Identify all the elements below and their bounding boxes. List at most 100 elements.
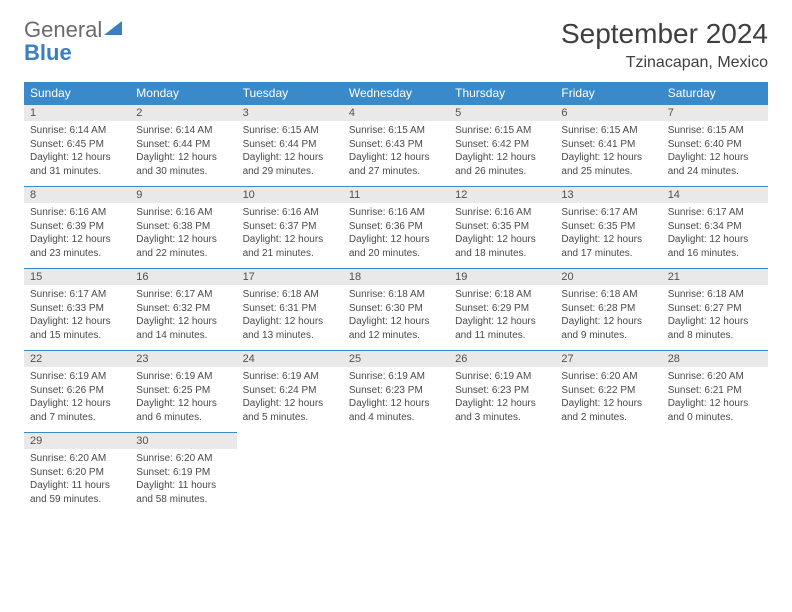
calendar-cell: 9Sunrise: 6:16 AMSunset: 6:38 PMDaylight…: [130, 186, 236, 268]
day-content: Sunrise: 6:18 AMSunset: 6:31 PMDaylight:…: [237, 285, 343, 350]
calendar-cell: 16Sunrise: 6:17 AMSunset: 6:32 PMDayligh…: [130, 268, 236, 350]
calendar-body: 1Sunrise: 6:14 AMSunset: 6:45 PMDaylight…: [24, 104, 768, 514]
calendar-cell: 12Sunrise: 6:16 AMSunset: 6:35 PMDayligh…: [449, 186, 555, 268]
day-number: 25: [343, 350, 449, 367]
day-content: Sunrise: 6:15 AMSunset: 6:42 PMDaylight:…: [449, 121, 555, 186]
calendar-week: 29Sunrise: 6:20 AMSunset: 6:20 PMDayligh…: [24, 432, 768, 514]
col-saturday: Saturday: [662, 82, 768, 104]
day-number: 2: [130, 104, 236, 121]
day-content: Sunrise: 6:18 AMSunset: 6:28 PMDaylight:…: [555, 285, 661, 350]
title-block: September 2024 Tzinacapan, Mexico: [561, 18, 768, 72]
day-content: Sunrise: 6:18 AMSunset: 6:30 PMDaylight:…: [343, 285, 449, 350]
day-number: 13: [555, 186, 661, 203]
day-content: Sunrise: 6:19 AMSunset: 6:25 PMDaylight:…: [130, 367, 236, 432]
day-number: 29: [24, 432, 130, 449]
calendar-cell: 2Sunrise: 6:14 AMSunset: 6:44 PMDaylight…: [130, 104, 236, 186]
page-title: September 2024: [561, 18, 768, 50]
calendar-cell: 11Sunrise: 6:16 AMSunset: 6:36 PMDayligh…: [343, 186, 449, 268]
day-content: Sunrise: 6:20 AMSunset: 6:22 PMDaylight:…: [555, 367, 661, 432]
calendar-week: 1Sunrise: 6:14 AMSunset: 6:45 PMDaylight…: [24, 104, 768, 186]
day-number: 16: [130, 268, 236, 285]
calendar-cell: 23Sunrise: 6:19 AMSunset: 6:25 PMDayligh…: [130, 350, 236, 432]
calendar-week: 15Sunrise: 6:17 AMSunset: 6:33 PMDayligh…: [24, 268, 768, 350]
calendar-cell: 27Sunrise: 6:20 AMSunset: 6:22 PMDayligh…: [555, 350, 661, 432]
logo-text-line2: Blue: [24, 41, 122, 64]
day-content: Sunrise: 6:16 AMSunset: 6:35 PMDaylight:…: [449, 203, 555, 268]
day-content: Sunrise: 6:16 AMSunset: 6:38 PMDaylight:…: [130, 203, 236, 268]
day-content: Sunrise: 6:19 AMSunset: 6:23 PMDaylight:…: [343, 367, 449, 432]
day-content: Sunrise: 6:18 AMSunset: 6:29 PMDaylight:…: [449, 285, 555, 350]
calendar-cell: 24Sunrise: 6:19 AMSunset: 6:24 PMDayligh…: [237, 350, 343, 432]
calendar-cell: [662, 432, 768, 514]
day-content: Sunrise: 6:19 AMSunset: 6:26 PMDaylight:…: [24, 367, 130, 432]
logo-line1: General: [24, 17, 102, 42]
calendar-cell: 1Sunrise: 6:14 AMSunset: 6:45 PMDaylight…: [24, 104, 130, 186]
col-tuesday: Tuesday: [237, 82, 343, 104]
day-content: Sunrise: 6:15 AMSunset: 6:43 PMDaylight:…: [343, 121, 449, 186]
day-number: 15: [24, 268, 130, 285]
calendar-cell: 22Sunrise: 6:19 AMSunset: 6:26 PMDayligh…: [24, 350, 130, 432]
calendar-cell: 28Sunrise: 6:20 AMSunset: 6:21 PMDayligh…: [662, 350, 768, 432]
calendar-table: Sunday Monday Tuesday Wednesday Thursday…: [24, 82, 768, 514]
calendar-cell: [555, 432, 661, 514]
calendar-cell: 6Sunrise: 6:15 AMSunset: 6:41 PMDaylight…: [555, 104, 661, 186]
calendar-cell: 7Sunrise: 6:15 AMSunset: 6:40 PMDaylight…: [662, 104, 768, 186]
calendar-cell: 30Sunrise: 6:20 AMSunset: 6:19 PMDayligh…: [130, 432, 236, 514]
calendar-cell: 13Sunrise: 6:17 AMSunset: 6:35 PMDayligh…: [555, 186, 661, 268]
calendar-cell: 4Sunrise: 6:15 AMSunset: 6:43 PMDaylight…: [343, 104, 449, 186]
col-monday: Monday: [130, 82, 236, 104]
logo-triangle-icon: [104, 21, 122, 35]
day-number: 9: [130, 186, 236, 203]
calendar-cell: 21Sunrise: 6:18 AMSunset: 6:27 PMDayligh…: [662, 268, 768, 350]
calendar-week: 8Sunrise: 6:16 AMSunset: 6:39 PMDaylight…: [24, 186, 768, 268]
day-content: Sunrise: 6:17 AMSunset: 6:32 PMDaylight:…: [130, 285, 236, 350]
col-friday: Friday: [555, 82, 661, 104]
calendar-cell: [237, 432, 343, 514]
day-content: Sunrise: 6:15 AMSunset: 6:40 PMDaylight:…: [662, 121, 768, 186]
header: General Blue September 2024 Tzinacapan, …: [24, 18, 768, 72]
calendar-cell: [449, 432, 555, 514]
day-number: 12: [449, 186, 555, 203]
calendar-cell: 18Sunrise: 6:18 AMSunset: 6:30 PMDayligh…: [343, 268, 449, 350]
day-number: 8: [24, 186, 130, 203]
day-content: Sunrise: 6:18 AMSunset: 6:27 PMDaylight:…: [662, 285, 768, 350]
day-content: Sunrise: 6:17 AMSunset: 6:34 PMDaylight:…: [662, 203, 768, 268]
calendar-cell: 3Sunrise: 6:15 AMSunset: 6:44 PMDaylight…: [237, 104, 343, 186]
day-content: Sunrise: 6:17 AMSunset: 6:35 PMDaylight:…: [555, 203, 661, 268]
day-content: Sunrise: 6:20 AMSunset: 6:20 PMDaylight:…: [24, 449, 130, 514]
day-number: 19: [449, 268, 555, 285]
day-number: 11: [343, 186, 449, 203]
day-content: Sunrise: 6:15 AMSunset: 6:44 PMDaylight:…: [237, 121, 343, 186]
day-number: 10: [237, 186, 343, 203]
day-number: 24: [237, 350, 343, 367]
day-number: 14: [662, 186, 768, 203]
day-number: 27: [555, 350, 661, 367]
col-sunday: Sunday: [24, 82, 130, 104]
day-number: 6: [555, 104, 661, 121]
col-wednesday: Wednesday: [343, 82, 449, 104]
day-header-row: Sunday Monday Tuesday Wednesday Thursday…: [24, 82, 768, 104]
day-number: 20: [555, 268, 661, 285]
calendar-cell: 29Sunrise: 6:20 AMSunset: 6:20 PMDayligh…: [24, 432, 130, 514]
calendar-cell: 14Sunrise: 6:17 AMSunset: 6:34 PMDayligh…: [662, 186, 768, 268]
day-number: 4: [343, 104, 449, 121]
day-content: Sunrise: 6:16 AMSunset: 6:37 PMDaylight:…: [237, 203, 343, 268]
day-number: 26: [449, 350, 555, 367]
calendar-cell: 26Sunrise: 6:19 AMSunset: 6:23 PMDayligh…: [449, 350, 555, 432]
col-thursday: Thursday: [449, 82, 555, 104]
calendar-cell: 15Sunrise: 6:17 AMSunset: 6:33 PMDayligh…: [24, 268, 130, 350]
day-number: 17: [237, 268, 343, 285]
day-content: Sunrise: 6:20 AMSunset: 6:19 PMDaylight:…: [130, 449, 236, 514]
day-number: 5: [449, 104, 555, 121]
day-content: Sunrise: 6:19 AMSunset: 6:23 PMDaylight:…: [449, 367, 555, 432]
logo-line2: Blue: [24, 40, 72, 65]
day-number: 21: [662, 268, 768, 285]
day-number: 18: [343, 268, 449, 285]
day-content: Sunrise: 6:14 AMSunset: 6:45 PMDaylight:…: [24, 121, 130, 186]
logo: General Blue: [24, 18, 122, 64]
day-content: Sunrise: 6:15 AMSunset: 6:41 PMDaylight:…: [555, 121, 661, 186]
calendar-cell: 20Sunrise: 6:18 AMSunset: 6:28 PMDayligh…: [555, 268, 661, 350]
location: Tzinacapan, Mexico: [561, 54, 768, 72]
day-number: 22: [24, 350, 130, 367]
calendar-cell: 19Sunrise: 6:18 AMSunset: 6:29 PMDayligh…: [449, 268, 555, 350]
